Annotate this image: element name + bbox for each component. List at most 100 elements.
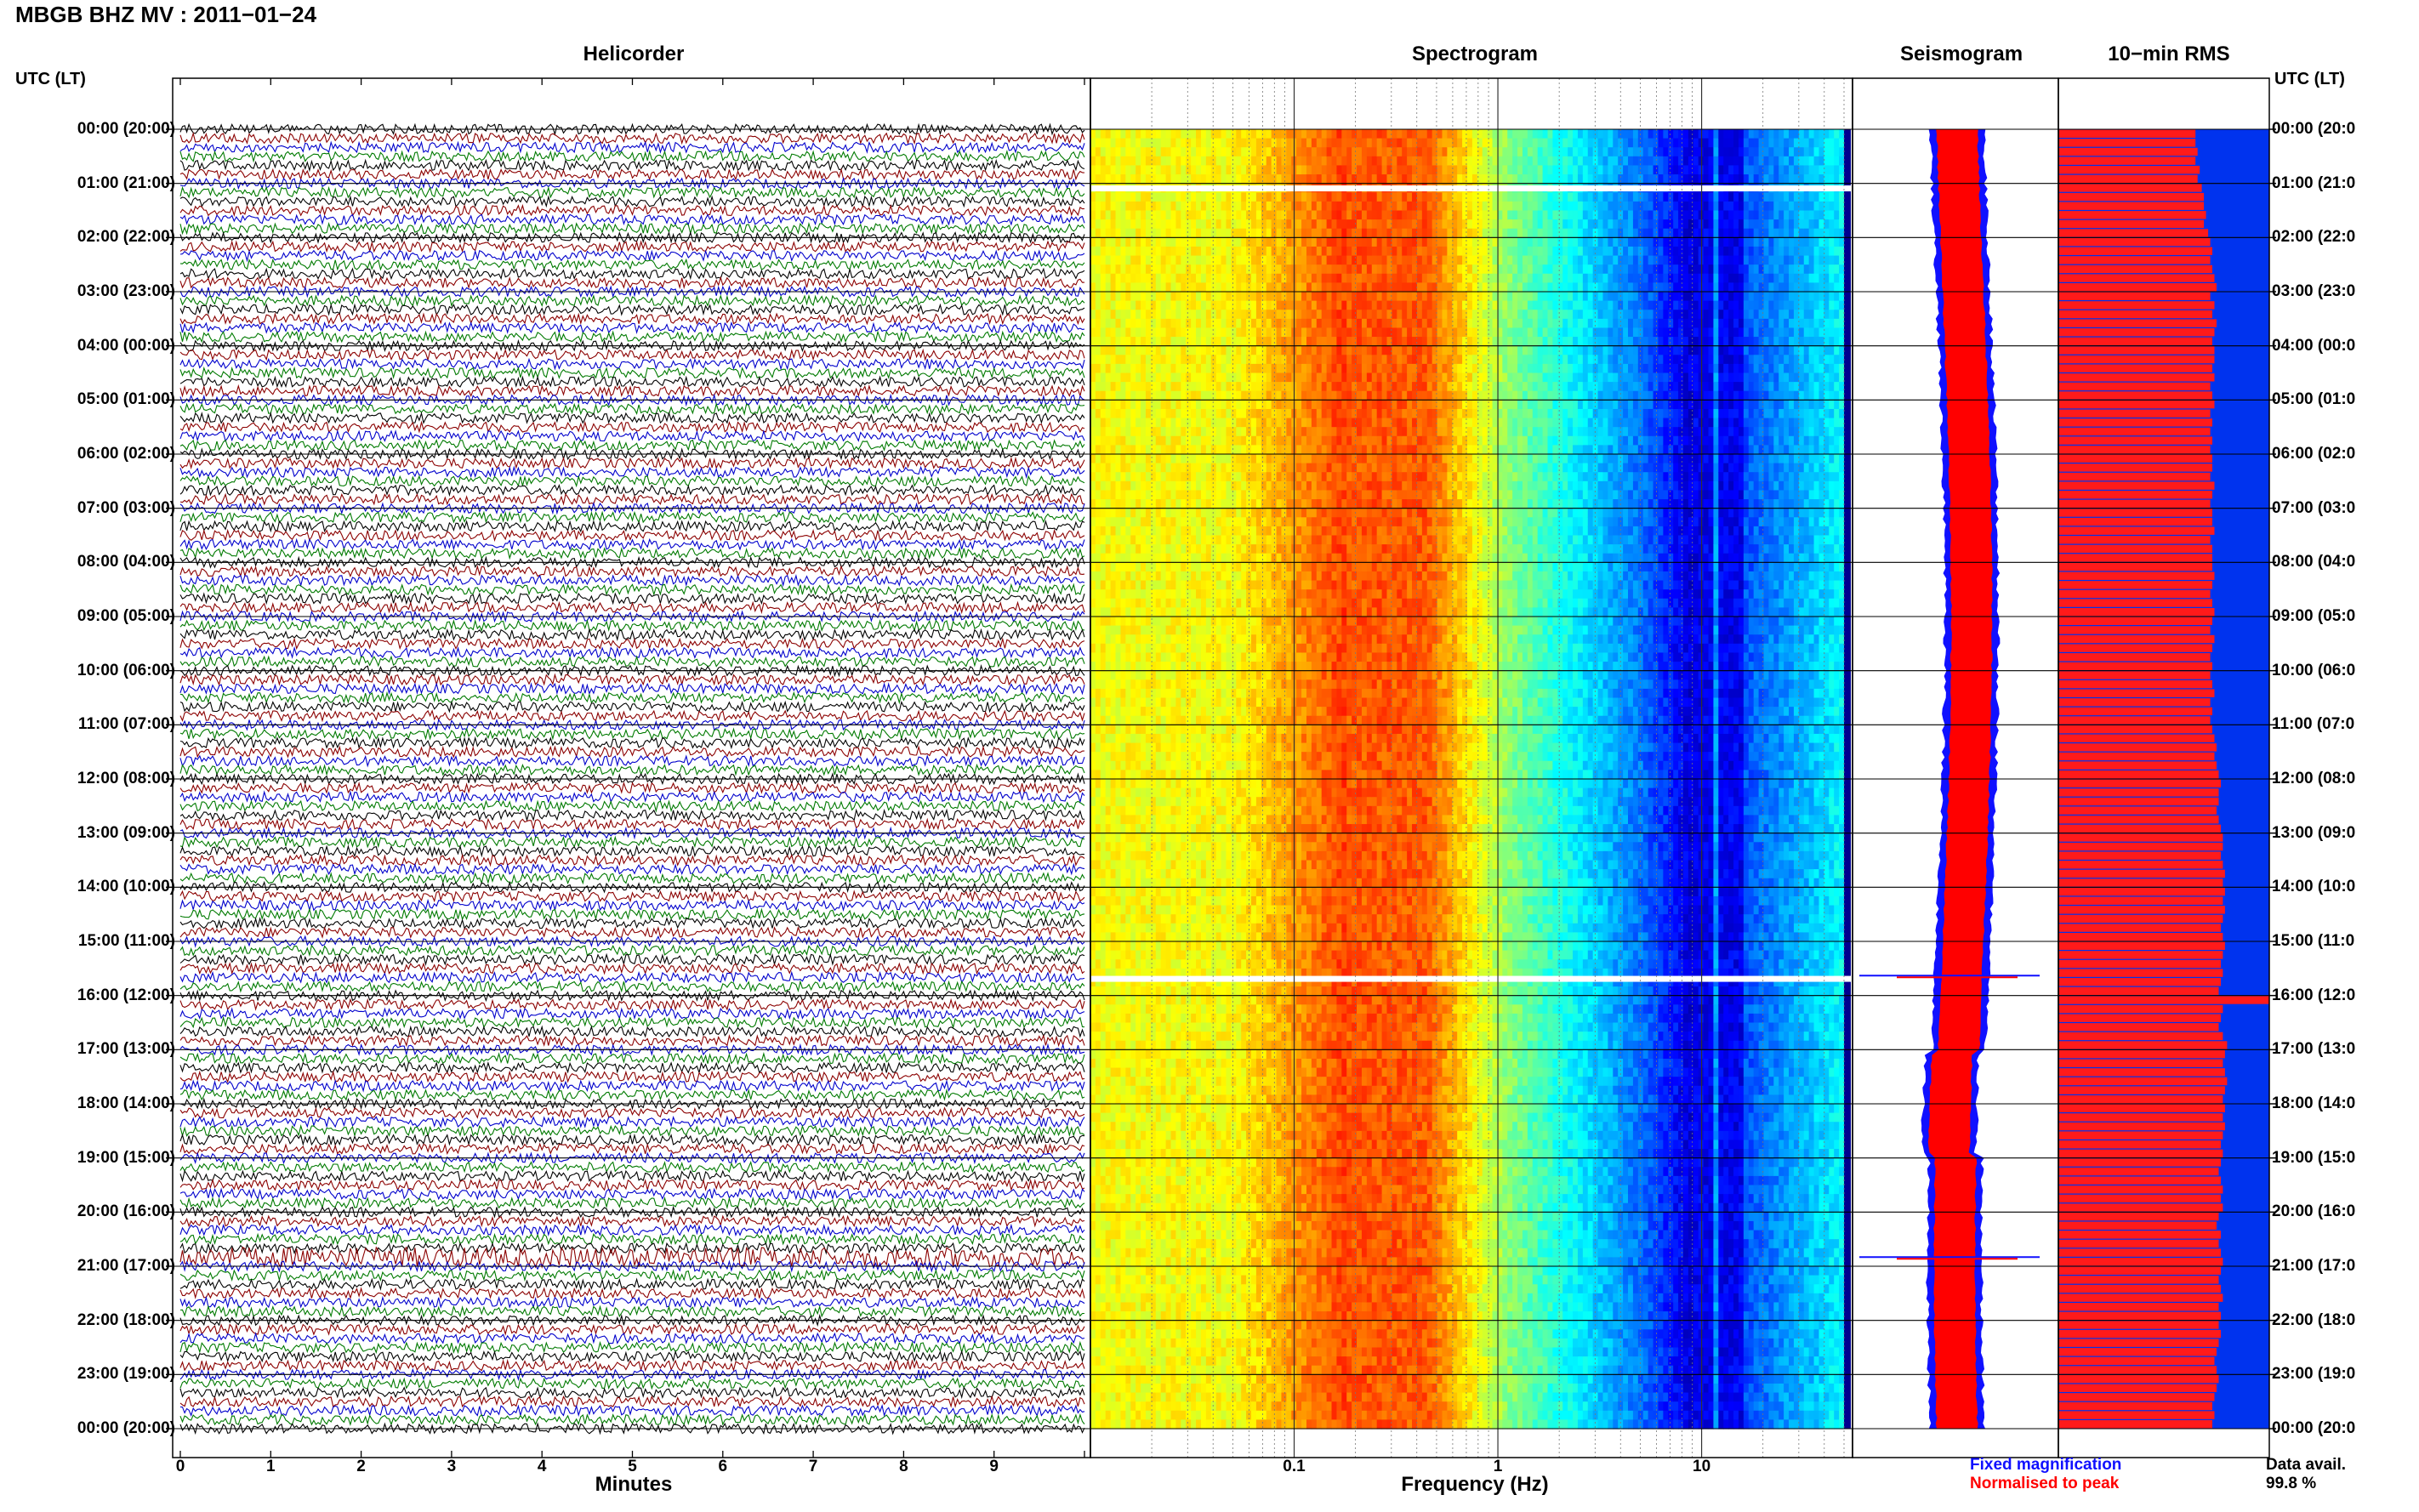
spectrogram-cell [1251,517,1257,527]
spectrogram-cell [1136,869,1141,879]
spectrogram-cell [1090,1130,1096,1141]
spectrogram-cell [1115,480,1122,492]
spectrogram-cell [1255,824,1262,834]
spectrogram-cell [1236,1419,1242,1430]
spectrogram-cell [1255,273,1262,283]
spectrogram-cell [1095,310,1101,320]
spectrogram-cell [1170,688,1177,699]
spectrogram-cell [1095,1140,1101,1150]
spectrogram-cell [1175,363,1181,374]
spectrogram-cell [1226,246,1232,257]
spectrogram-cell [1255,1112,1262,1123]
spectrogram-cell [1160,625,1167,635]
spectrogram-cell [1196,878,1202,888]
spectrogram-cell [1226,1194,1232,1204]
spectrogram-cell [1231,535,1237,545]
spectrogram-cell [1215,201,1222,212]
spectrogram-cell [1221,1239,1227,1249]
spectrogram-cell [1130,526,1136,537]
spectrogram-cell [1236,1383,1242,1394]
spectrogram-cell [1241,1194,1247,1204]
spectrogram-cell [1100,941,1107,952]
spectrogram-cell [1226,1293,1232,1304]
spectrogram-cell [1141,607,1147,617]
spectrogram-cell [1130,715,1136,725]
spectrogram-cell [1175,932,1181,942]
spectrogram-cell [1215,1167,1222,1177]
spectrogram-cell [1115,715,1122,725]
spectrogram-cell [1205,742,1212,753]
spectrogram-cell [1231,869,1237,879]
spectrogram-cell [1160,372,1167,383]
spectrogram-cell [1115,932,1122,942]
spectrogram-cell [1210,273,1217,283]
spectrogram-cell [1130,418,1136,428]
spectrogram-cell [1090,805,1096,816]
spectrogram-cell [1255,1419,1262,1430]
spectrogram-cell [1150,670,1157,680]
spectrogram-cell [1160,787,1167,798]
spectrogram-cell [1165,1410,1172,1420]
spectrogram-cell [1150,310,1157,320]
spectrogram-cell [1125,725,1131,735]
spectrogram-cell [1251,1004,1257,1015]
spectrogram-cell [1160,1220,1167,1231]
spectrogram-cell [1210,914,1217,924]
spectrogram-cell [1236,390,1242,401]
spectrogram-cell [1205,1130,1212,1141]
spectrogram-cell [1231,363,1237,374]
spectrogram-cell [1210,535,1217,545]
spectrogram-cell [1100,733,1107,744]
spectrogram-cell [1255,941,1262,952]
spectrogram-cell [1130,1374,1136,1384]
spectrogram-cell [1181,670,1187,680]
spectrogram-cell [1246,400,1252,410]
spectrogram-cell [1200,165,1207,175]
spectrogram-cell [1141,1022,1147,1032]
spectrogram-cell [1100,219,1107,230]
spectrogram-cell [1170,995,1177,1005]
spectrogram-cell [1100,1040,1107,1050]
spectrogram-cell [1205,562,1212,572]
spectrogram-cell [1246,237,1252,247]
spectrogram-cell [1095,860,1101,870]
spectrogram-cell [1145,228,1152,238]
spectrogram-cell [1200,1257,1207,1267]
spectrogram-cell [1175,147,1181,157]
spectrogram-cell [1150,986,1157,997]
spectrogram-cell [1165,923,1172,933]
spectrogram-cell [1231,553,1237,563]
spectrogram-cell [1191,1058,1197,1069]
spectrogram-cell [1100,363,1107,374]
spectrogram-cell [1241,1293,1247,1304]
spectrogram-cell [1205,1248,1212,1258]
spectrogram-cell [1221,1175,1227,1186]
spectrogram-cell [1130,480,1136,492]
spectrogram-cell [1100,652,1107,662]
spectrogram-cell [1175,1338,1181,1349]
spectrogram-cell [1136,345,1141,355]
spectrogram-cell [1255,1311,1262,1322]
spectrogram-cell [1196,1049,1202,1060]
spectrogram-cell [1231,833,1237,843]
spectrogram-cell [1181,544,1187,554]
spectrogram-cell [1175,1130,1181,1141]
spectrogram-cell [1090,445,1096,455]
spectrogram-cell [1226,905,1232,915]
spectrogram-cell [1215,815,1222,825]
spectrogram-cell [1221,1338,1227,1349]
spectrogram-cell [1175,292,1181,302]
spectrogram-cell [1155,535,1162,545]
spectrogram-cell [1236,310,1242,320]
spectrogram-cell [1231,607,1237,617]
spectrogram-cell [1205,400,1212,410]
spectrogram-cell [1100,129,1107,139]
spectrogram-cell [1186,1293,1192,1304]
spectrogram-cell [1115,688,1122,699]
spectrogram-cell [1110,1410,1117,1420]
spectrogram-cell [1155,427,1162,437]
spectrogram-cell [1125,255,1131,265]
spectrogram-cell [1150,562,1157,572]
spectrogram-cell [1145,1149,1152,1159]
spectrogram-cell [1090,1401,1096,1412]
